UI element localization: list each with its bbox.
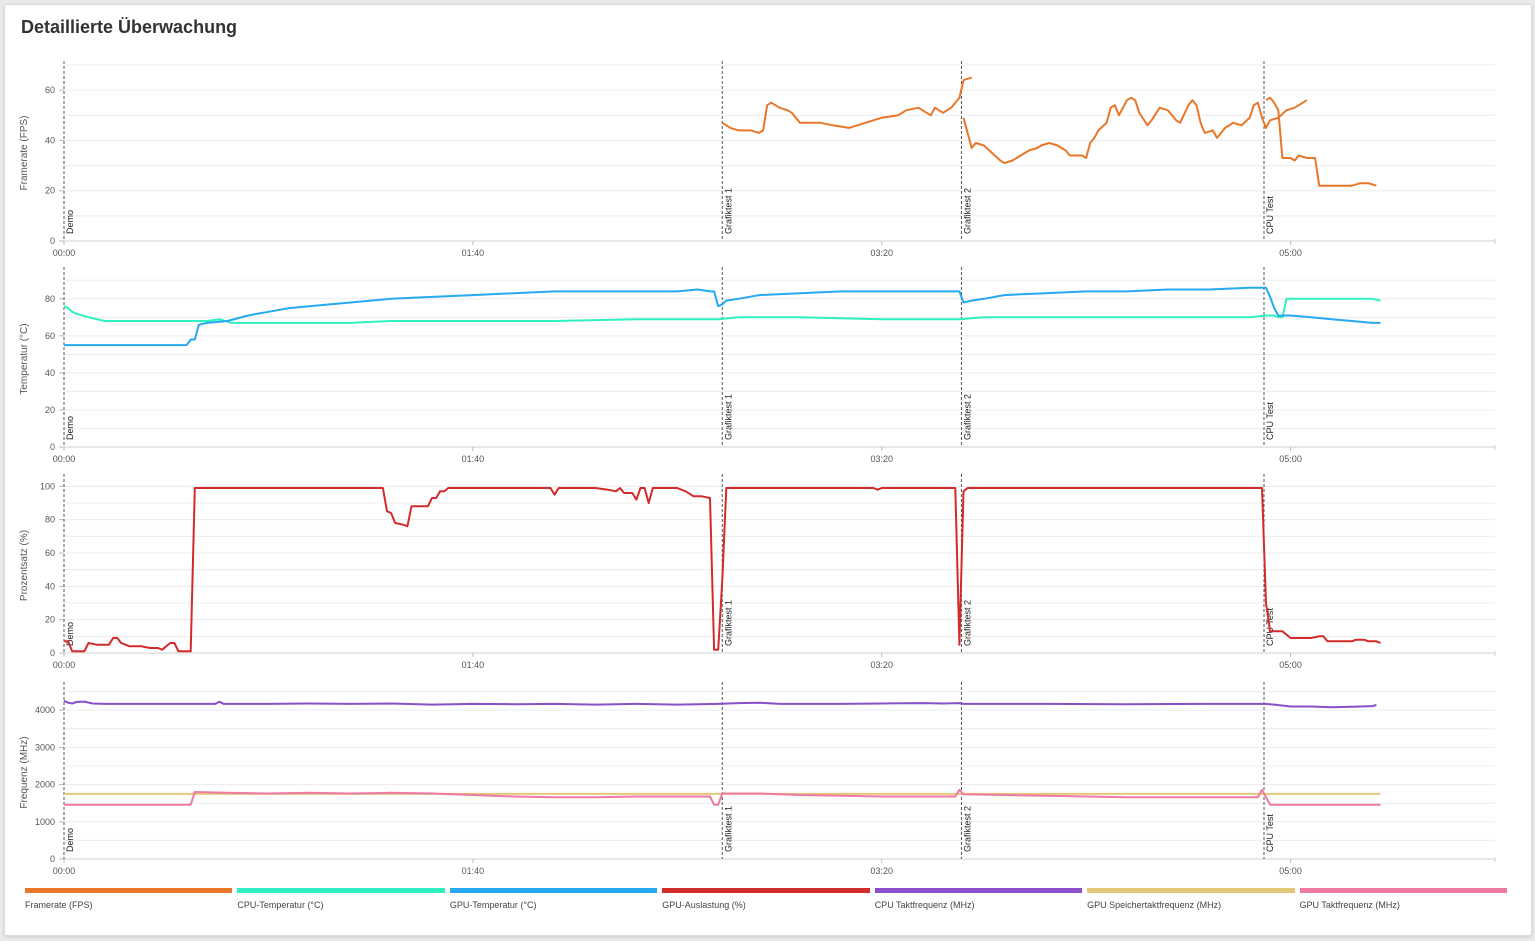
- chart-3: 0 20 40 60 80 100 Prozentsatz (%) 00:00 01:40 03:…: [19, 474, 1496, 670]
- legend-item-gpu-mem-clock[interactable]: GPU Speichertaktfrequenz (MHz): [1087, 888, 1295, 918]
- series-line: [63, 297, 1381, 324]
- legend-item-gpu-temp[interactable]: GPU-Temperatur (°C): [449, 888, 658, 918]
- y-axis-label: Framerate (FPS): [19, 115, 30, 190]
- marker-label: Grafiktest 1: [723, 600, 733, 646]
- y-tick-label: 60: [45, 548, 55, 558]
- x-tick-label: 01:40: [462, 454, 485, 464]
- y-tick-label: 20: [45, 186, 55, 196]
- series-line: [64, 487, 1381, 653]
- y-tick-label: 0: [50, 648, 55, 658]
- x-tick-label: 05:00: [1279, 866, 1302, 876]
- chart-legend: Framerate (FPS) CPU-Temperatur (°C) GPU-…: [25, 888, 1507, 918]
- x-tick-label: 00:00: [53, 660, 76, 670]
- marker-label: Grafiktest 2: [962, 394, 972, 440]
- legend-label: GPU Speichertaktfrequenz (MHz): [1087, 900, 1222, 910]
- legend-swatch: [874, 888, 1083, 893]
- legend-swatch: [1299, 888, 1507, 893]
- marker-label: Demo: [65, 416, 75, 440]
- y-tick-label: 40: [45, 368, 55, 378]
- legend-item-fps[interactable]: Framerate (FPS): [25, 888, 233, 918]
- x-tick-label: 03:20: [870, 660, 893, 670]
- y-axis-label: Temperatur (°C): [19, 323, 30, 394]
- legend-swatch: [1087, 888, 1295, 893]
- marker-label: Demo: [65, 622, 75, 646]
- legend-label: GPU Taktfrequenz (MHz): [1299, 900, 1400, 910]
- legend-item-cpu-clock[interactable]: CPU Taktfrequenz (MHz): [874, 888, 1083, 918]
- marker-label: Grafiktest 2: [962, 600, 972, 646]
- x-tick-label: 01:40: [462, 866, 485, 876]
- y-tick-label: 1000: [35, 817, 55, 827]
- marker-label: Grafiktest 1: [723, 188, 733, 234]
- marker-label: CPU Test: [1265, 814, 1275, 852]
- y-tick-label: 60: [45, 331, 55, 341]
- x-tick-label: 03:20: [870, 866, 893, 876]
- legend-label: GPU-Temperatur (°C): [449, 900, 537, 910]
- legend-label: GPU-Auslastung (%): [662, 900, 746, 910]
- marker-label: Demo: [65, 828, 75, 852]
- x-tick-label: 01:40: [462, 248, 485, 258]
- series-line: [962, 96, 1308, 165]
- chart-2: 0 20 40 60 80 Temperatur (°C) 00:00 01:40 03:20 0…: [19, 267, 1496, 464]
- panel-title: Detaillierte Überwachung: [21, 17, 238, 37]
- x-tick-label: 03:20: [870, 454, 893, 464]
- legend-swatch: [449, 888, 658, 893]
- x-tick-label: 05:00: [1279, 660, 1302, 670]
- y-tick-label: 40: [45, 581, 55, 591]
- legend-swatch: [25, 888, 233, 893]
- legend-label: CPU Taktfrequenz (MHz): [874, 900, 975, 910]
- y-tick-label: 20: [45, 615, 55, 625]
- x-tick-label: 00:00: [53, 248, 76, 258]
- monitoring-panel: Detaillierte Überwachung: [4, 4, 1532, 936]
- y-tick-label: 0: [50, 236, 55, 246]
- marker-label: Grafiktest 2: [962, 188, 972, 234]
- y-axis-label: Frequenz (MHz): [19, 736, 30, 808]
- marker-label: Grafiktest 1: [723, 806, 733, 852]
- x-tick-label: 03:20: [870, 248, 893, 258]
- chart-4: 0 1000 2000 3000 4000 Frequenz (MHz) 00:00 01:4…: [19, 682, 1496, 876]
- chart-1: 0 20 40 60 Framerate (FPS) 00:00 01:40 03:20 05:…: [19, 61, 1496, 258]
- legend-item-cpu-temp[interactable]: CPU-Temperatur (°C): [237, 888, 445, 918]
- series-line: [721, 76, 972, 134]
- x-tick-label: 05:00: [1279, 454, 1302, 464]
- marker-label: Grafiktest 1: [723, 394, 733, 440]
- legend-label: CPU-Temperatur (°C): [237, 900, 324, 910]
- y-tick-label: 100: [40, 481, 55, 491]
- series-line: [64, 788, 1381, 806]
- marker-label: CPU Test: [1265, 196, 1275, 234]
- y-tick-label: 60: [45, 85, 55, 95]
- series-line: [63, 699, 1377, 709]
- y-tick-label: 0: [50, 442, 55, 452]
- series-line: [64, 286, 1381, 347]
- marker-label: Grafiktest 2: [962, 806, 972, 852]
- y-tick-label: 40: [45, 135, 55, 145]
- legend-label: Framerate (FPS): [25, 900, 93, 910]
- legend-item-gpu-load[interactable]: GPU-Auslastung (%): [662, 888, 870, 918]
- x-tick-label: 05:00: [1279, 248, 1302, 258]
- marker-label: CPU Test: [1265, 402, 1275, 440]
- y-tick-label: 80: [45, 515, 55, 525]
- y-tick-label: 80: [45, 294, 55, 304]
- legend-swatch: [662, 888, 870, 893]
- legend-item-gpu-clock[interactable]: GPU Taktfrequenz (MHz): [1299, 888, 1507, 918]
- y-tick-label: 3000: [35, 742, 55, 752]
- x-tick-label: 00:00: [53, 454, 76, 464]
- legend-swatch: [237, 888, 445, 893]
- series-line: [1265, 96, 1377, 187]
- y-axis-label: Prozentsatz (%): [19, 530, 30, 601]
- y-tick-label: 0: [50, 854, 55, 864]
- y-tick-label: 2000: [35, 780, 55, 790]
- y-tick-label: 20: [45, 405, 55, 415]
- x-tick-label: 00:00: [53, 866, 76, 876]
- x-tick-label: 01:40: [462, 660, 485, 670]
- marker-label: Demo: [65, 210, 75, 234]
- y-tick-label: 4000: [35, 705, 55, 715]
